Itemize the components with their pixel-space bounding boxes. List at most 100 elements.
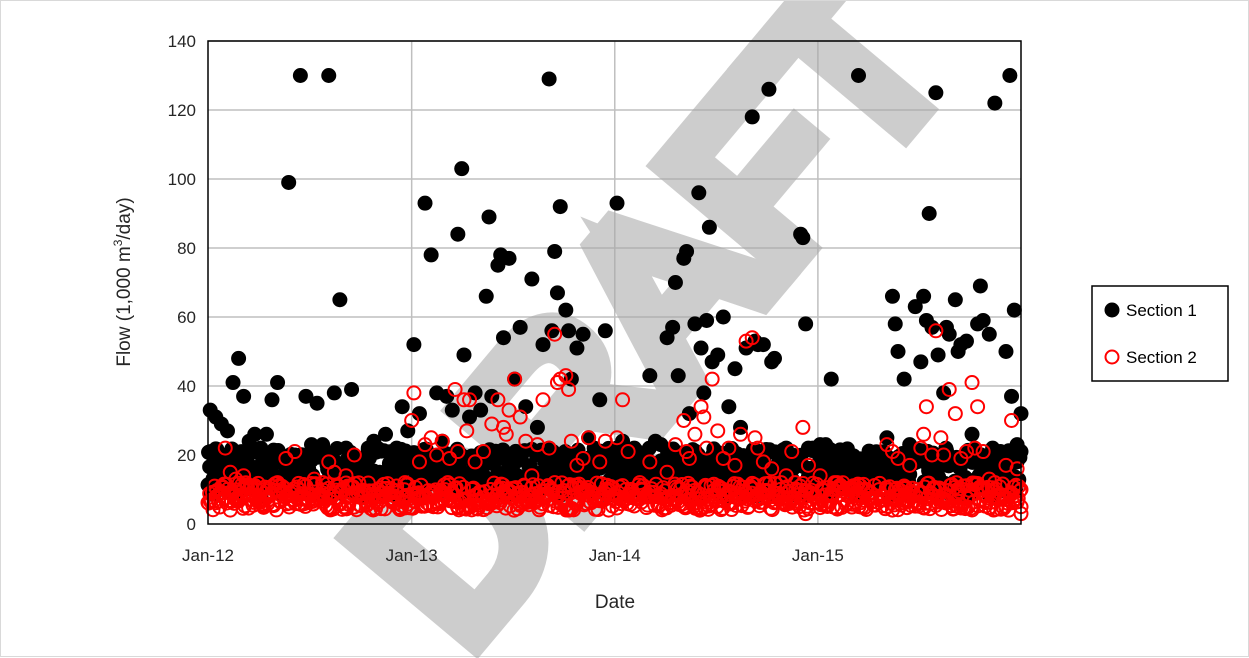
section-1-point [423, 247, 439, 263]
section-1-point [721, 399, 737, 415]
section-1-point [355, 461, 371, 477]
section-2-point [764, 502, 780, 518]
section-1-point [761, 81, 777, 97]
section-2-point [1009, 461, 1025, 477]
section-1-point [495, 330, 511, 346]
section-2-point [916, 426, 932, 442]
section-2-point [941, 381, 957, 397]
section-1-point [372, 464, 388, 480]
section-2-point [459, 423, 475, 439]
section-1-point [450, 226, 466, 242]
y-axis-title-tail: /day) [114, 197, 135, 239]
y-tick-label: 40 [177, 377, 196, 396]
section-2-point [372, 488, 388, 504]
section-1-point [544, 323, 560, 339]
axes-layer: 0 20 40 60 80 100 120 140 Jan-12 Jan-13 Jan-14 Jan-… [168, 32, 1022, 565]
section-2-point [862, 485, 878, 501]
section-1-point [992, 444, 1008, 460]
section-1-point [766, 350, 782, 366]
legend-marker-section-2 [1104, 349, 1120, 365]
section-1-point [344, 381, 360, 397]
section-1-point [518, 399, 534, 415]
section-2-point [270, 475, 286, 491]
y-tick-label: 140 [168, 32, 196, 51]
section-2-point [452, 476, 468, 492]
section-1-point [715, 309, 731, 325]
section-2-point [710, 423, 726, 439]
section-2-point [558, 368, 574, 384]
section-2-point [679, 444, 695, 460]
section-1-point [439, 388, 455, 404]
x-tick-label: Jan-12 [182, 546, 234, 565]
section-1-point [921, 206, 937, 221]
section-2-point [778, 468, 794, 484]
section-1-point [592, 392, 608, 408]
section-1-point [665, 319, 681, 335]
section-1-point [1002, 68, 1018, 83]
section-1-point [941, 326, 957, 342]
section-2-point [490, 392, 506, 408]
section-2-point [397, 475, 413, 491]
section-2-point [575, 450, 591, 466]
section-2-point [676, 413, 692, 428]
section-1-point [264, 392, 280, 408]
section-2-point [389, 478, 405, 494]
section-2-point [918, 399, 934, 415]
section-2-point [890, 450, 906, 466]
section-1-point [701, 219, 717, 235]
section-2-point [389, 485, 405, 501]
section-1-point [699, 312, 715, 328]
section-1-point [501, 250, 517, 266]
section-1-point [727, 361, 743, 377]
section-1-point [481, 209, 497, 225]
section-1-point [928, 85, 944, 101]
section-1-point [507, 371, 523, 387]
section-1-point [981, 326, 997, 342]
section-2-point [936, 447, 952, 463]
section-2-point [507, 371, 523, 387]
section-2-point [462, 392, 478, 408]
section-1-point [691, 185, 707, 201]
section-1-point [818, 437, 834, 453]
section-1-point [964, 426, 980, 442]
section-2-point [524, 468, 540, 484]
section-2-point [592, 454, 608, 470]
section-1-point [309, 395, 325, 411]
section-2-point [563, 433, 579, 449]
section-1-point [597, 323, 613, 339]
plot-area-border [207, 40, 1022, 525]
section-1-point [549, 285, 565, 301]
section-2-point [411, 454, 427, 470]
section-1-point [389, 440, 405, 456]
section-2-point [450, 444, 466, 460]
section-2-point [315, 475, 331, 491]
section-2-point [406, 385, 422, 401]
section-1-point [681, 406, 697, 422]
section-2-point [561, 381, 577, 397]
section-2-point [933, 430, 949, 446]
section-2-point [620, 444, 636, 460]
section-2-point [404, 413, 420, 428]
section-2-point [744, 330, 760, 346]
section-2-point [512, 409, 528, 425]
section-1-point [987, 95, 1003, 111]
legend-label-section-1: Section 1 [1126, 301, 1197, 320]
section-2-point [667, 437, 683, 453]
section-2-point [228, 471, 244, 487]
section-1-point [298, 388, 314, 404]
section-1-point [462, 409, 478, 425]
section-1-point [907, 299, 923, 315]
section-2-point [967, 440, 983, 456]
section-1-point [575, 326, 591, 342]
section-1-point [444, 402, 460, 418]
section-2-point [306, 471, 322, 487]
section-1-point [710, 347, 726, 363]
section-1-point [868, 447, 884, 463]
section-2-point [357, 485, 373, 501]
section-1-point [524, 271, 540, 287]
section-2-point [747, 430, 763, 446]
section-1-point [798, 316, 814, 332]
section-1-point [930, 347, 946, 363]
section-1-point [321, 68, 337, 83]
